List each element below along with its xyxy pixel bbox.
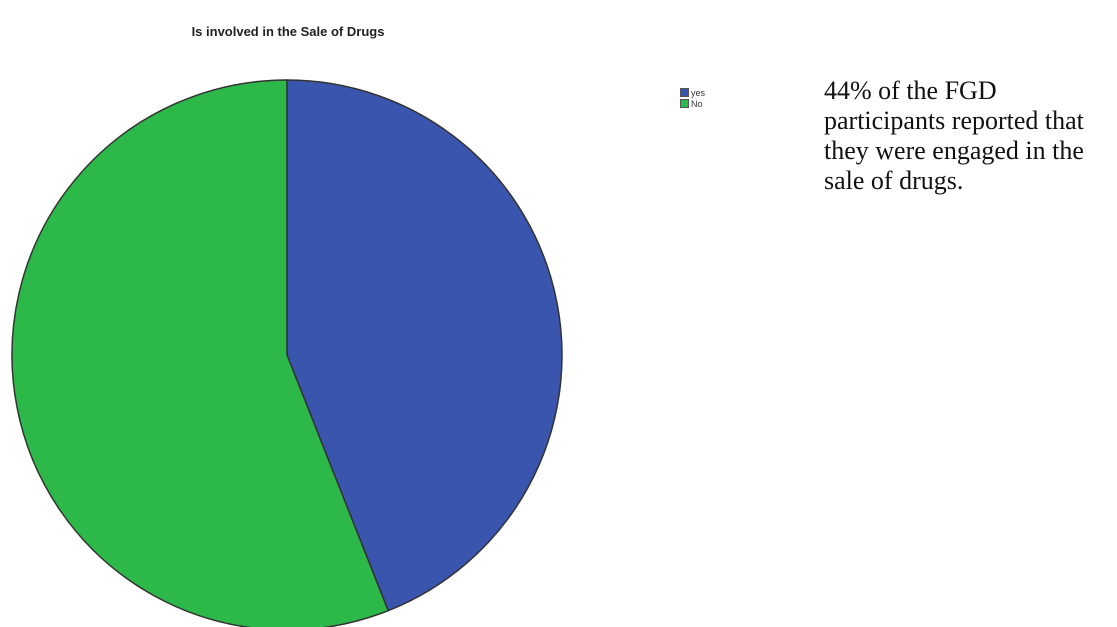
legend-item-no: No [680,98,705,109]
legend-swatch-no [680,99,689,108]
pie-slice-yes [286,79,563,612]
legend: yes No [680,87,705,109]
pie-slice-no [11,79,390,627]
legend-item-yes: yes [680,87,705,98]
caption-text: 44% of the FGD participants reported tha… [824,76,1084,195]
legend-label-yes: yes [691,87,706,98]
legend-label-no: No [691,98,703,109]
chart-title: Is involved in the Sale of Drugs [191,24,385,39]
legend-swatch-yes [680,88,689,97]
